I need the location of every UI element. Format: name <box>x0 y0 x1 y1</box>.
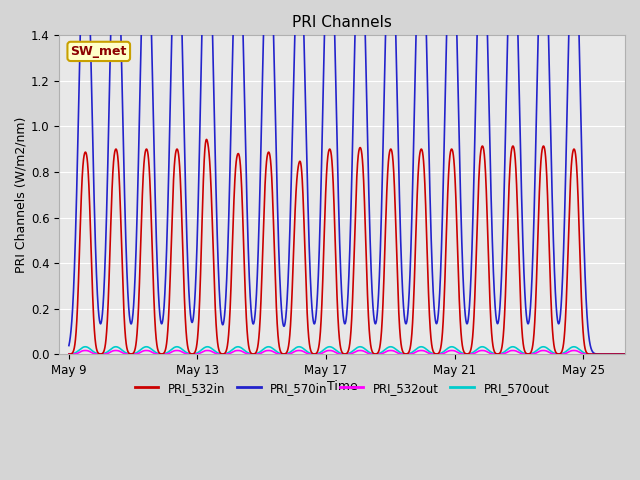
Title: PRI Channels: PRI Channels <box>292 15 392 30</box>
Y-axis label: PRI Channels (W/m2/nm): PRI Channels (W/m2/nm) <box>15 117 28 273</box>
X-axis label: Time: Time <box>327 380 358 393</box>
Text: SW_met: SW_met <box>70 45 127 58</box>
Legend: PRI_532in, PRI_570in, PRI_532out, PRI_570out: PRI_532in, PRI_570in, PRI_532out, PRI_57… <box>130 377 554 399</box>
